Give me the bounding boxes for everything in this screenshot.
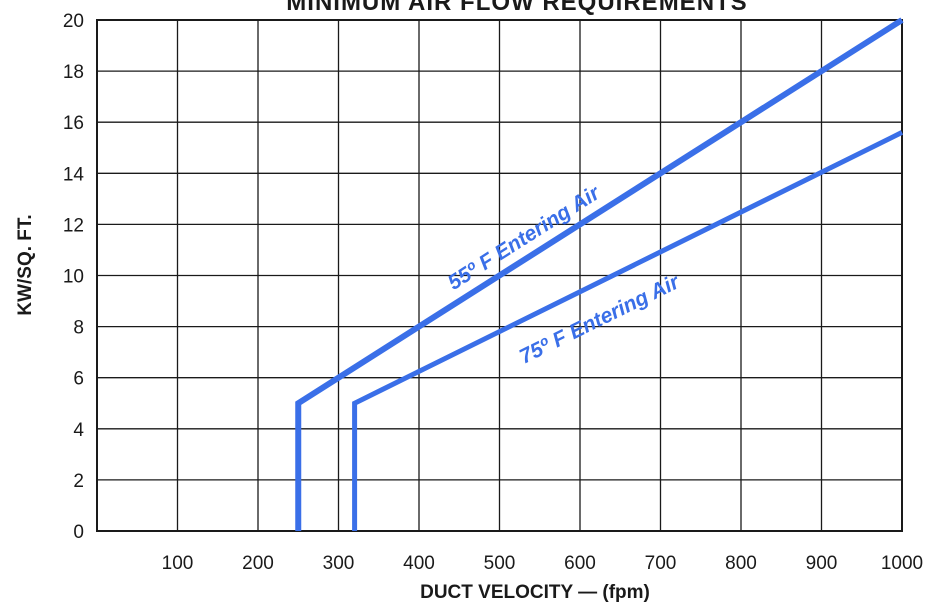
series-group	[295, 17, 904, 531]
x-tick-label: 900	[806, 553, 838, 574]
x-tick-label: 1000	[881, 553, 923, 574]
x-tick-label: 100	[162, 553, 194, 574]
y-tick-label: 18	[63, 62, 84, 83]
grid	[96, 19, 903, 532]
x-tick-label: 200	[242, 553, 274, 574]
x-tick-label: 300	[323, 553, 355, 574]
x-tick-label: 800	[725, 553, 757, 574]
x-tick-label: 400	[403, 553, 435, 574]
chart-title: MINIMUM AIR FLOW REQUIREMENTS	[286, 0, 747, 16]
y-tick-label: 20	[63, 11, 84, 32]
y-tick-label: 0	[73, 522, 84, 543]
series-line-1	[295, 17, 904, 531]
y-tick-label: 6	[73, 369, 84, 390]
series-line-2	[352, 130, 904, 531]
y-tick-label: 8	[73, 318, 84, 339]
x-tick-label: 500	[484, 553, 516, 574]
plot-frame	[96, 19, 903, 532]
y-tick-label: 4	[73, 420, 84, 441]
x-tick-label: 600	[564, 553, 596, 574]
y-axis-label: KW/SQ. FT.	[15, 214, 36, 315]
y-tick-label: 2	[73, 471, 84, 492]
series-label-1: 55º F Entering Air	[444, 181, 606, 295]
x-tick-label: 700	[645, 553, 677, 574]
tick-labels: 100 200 300 400 500 600 700 800 900 1000 0 2 4 6 8 10 12…	[63, 11, 923, 574]
y-tick-label: 10	[63, 267, 84, 288]
x-axis-label: DUCT VELOCITY — (fpm)	[420, 582, 650, 603]
y-tick-label: 16	[63, 113, 84, 134]
y-tick-label: 12	[63, 215, 84, 236]
y-tick-label: 14	[63, 164, 85, 185]
